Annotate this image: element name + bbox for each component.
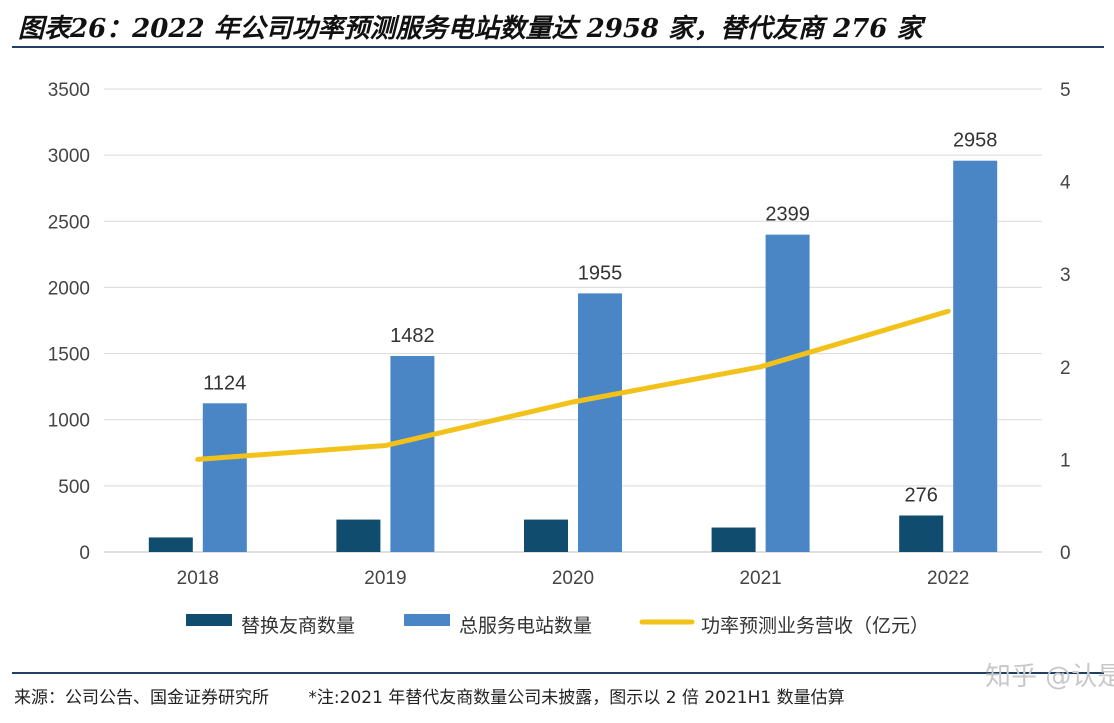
left-tick-label: 3000 — [48, 146, 90, 167]
bar-total-2019 — [390, 355, 435, 552]
x-tick-label: 2022 — [927, 568, 969, 589]
left-tick-label: 3500 — [48, 80, 90, 101]
data-label-total: 1482 — [390, 325, 435, 347]
legend-swatch-replace — [186, 614, 232, 626]
left-tick-label: 0 — [79, 543, 90, 564]
x-tick-label: 2020 — [552, 568, 594, 589]
source-text: 来源：公司公告、国金证券研究所 — [14, 688, 269, 708]
note-text: *注:2021 年替代友商数量公司未披露，图示以 2 倍 2021H1 数量估算 — [308, 688, 845, 708]
chart-title: 图表26：2022 年公司功率预测服务电站数量达 2958 家，替代友商 276… — [18, 14, 923, 44]
data-label-total: 1124 — [203, 372, 246, 394]
bar-total-2022 — [953, 160, 998, 552]
left-axis-ticks: 0 500 1000 1500 2000 2500 3000 3500 — [48, 80, 90, 564]
data-label-replace-2022: 276 — [905, 484, 938, 506]
title-divider — [12, 46, 1104, 48]
right-tick-label: 0 — [1060, 543, 1071, 564]
x-axis-ticks: 2018 2019 2020 2021 2022 — [177, 568, 970, 589]
watermark: 知乎 @认是 — [985, 662, 1114, 692]
bar-replace-2018 — [148, 537, 193, 552]
legend: 替换友商数量 总服务电站数量 功率预测业务营收（亿元） — [186, 614, 929, 637]
bar-total-2021 — [765, 234, 810, 552]
legend-label-revenue: 功率预测业务营收（亿元） — [701, 615, 929, 637]
right-tick-label: 2 — [1060, 358, 1071, 379]
gridlines — [104, 88, 1042, 553]
data-label-total: 2958 — [953, 130, 998, 152]
data-label-total: 1955 — [578, 262, 623, 284]
data-labels: 1124 1482 1955 2399 2958 276 — [203, 130, 997, 507]
left-tick-label: 2000 — [48, 278, 90, 299]
bars — [148, 160, 998, 552]
right-tick-label: 1 — [1060, 450, 1071, 471]
legend-label-total: 总服务电站数量 — [459, 615, 592, 637]
left-tick-label: 1000 — [48, 411, 90, 432]
chart-area: 1124 1482 1955 2399 2958 276 0 500 1000 1500 2000… — [48, 80, 1071, 637]
bar-total-2018 — [202, 403, 247, 552]
data-label-total: 2399 — [765, 204, 810, 226]
right-tick-label: 5 — [1060, 80, 1071, 101]
bar-replace-2020 — [524, 519, 568, 552]
footer-divider — [12, 672, 1104, 674]
legend-label-replace: 替换友商数量 — [241, 615, 355, 637]
right-tick-label: 3 — [1060, 265, 1071, 286]
left-tick-label: 1500 — [48, 345, 90, 366]
revenue-line — [195, 308, 951, 462]
bar-replace-2021 — [711, 527, 756, 552]
legend-swatch-total — [404, 614, 450, 626]
left-tick-label: 500 — [58, 477, 90, 498]
x-tick-label: 2018 — [177, 568, 219, 589]
x-tick-label: 2019 — [364, 568, 406, 589]
bar-replace-2022 — [899, 515, 944, 552]
right-axis-ticks: 0 1 2 3 4 5 — [1060, 80, 1071, 564]
left-tick-label: 2500 — [48, 212, 90, 233]
right-tick-label: 4 — [1060, 173, 1071, 194]
footer: 来源：公司公告、国金证券研究所 *注:2021 年替代友商数量公司未披露，图示以… — [14, 683, 845, 708]
revenue-line-series — [195, 308, 951, 462]
bar-total-2020 — [578, 293, 622, 552]
bar-replace-2019 — [336, 519, 381, 552]
x-tick-label: 2021 — [739, 568, 781, 589]
